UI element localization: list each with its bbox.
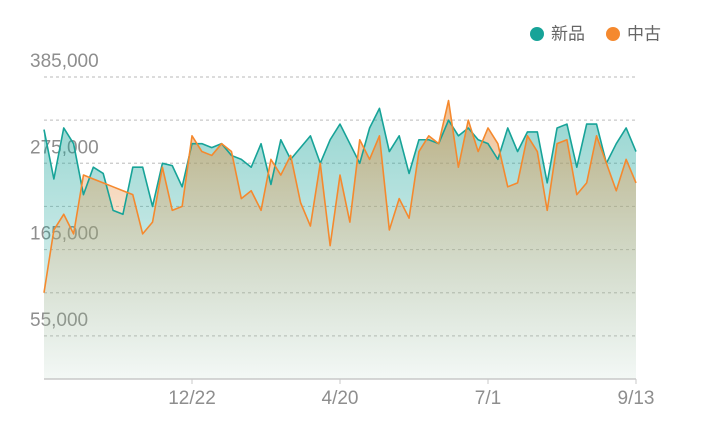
x-tick-label: 9/13: [618, 388, 655, 409]
legend-label: 新品: [551, 24, 585, 43]
legend-marker: [530, 27, 544, 41]
legend: 新品 中古: [530, 24, 661, 43]
y-tick-label: 385,000: [30, 51, 99, 72]
x-tick-label: 4/20: [322, 388, 359, 409]
area: [44, 100, 636, 379]
x-tick-label: 12/22: [168, 388, 216, 409]
series-line: [43, 99, 637, 293]
x-tick-label: 7/1: [475, 388, 501, 409]
legend-marker: [606, 27, 620, 41]
series-line: [43, 107, 637, 216]
legend-label: 中古: [627, 24, 661, 43]
